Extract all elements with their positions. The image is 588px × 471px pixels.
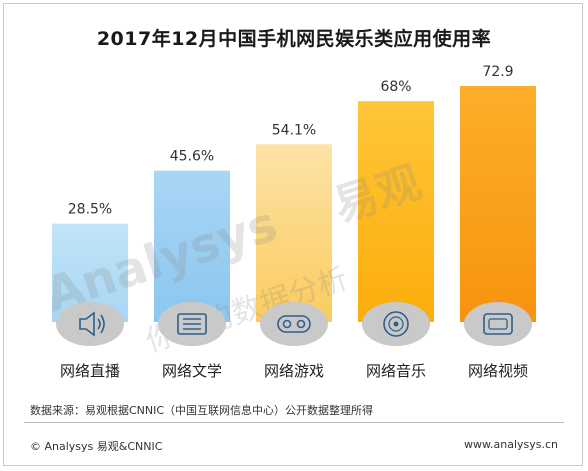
bar-3 <box>256 144 332 322</box>
gamepad-icon <box>260 302 328 346</box>
footer-divider <box>24 422 564 423</box>
tv-icon <box>464 302 532 346</box>
bar-4 <box>358 101 434 322</box>
website-url: www.analysys.cn <box>464 438 558 451</box>
data-label-3: 54.1% <box>272 122 316 138</box>
category-label-3: 网络游戏 <box>264 362 324 380</box>
bar-5 <box>460 86 536 322</box>
category-label-4: 网络音乐 <box>366 362 426 380</box>
data-label-2: 45.6% <box>170 149 214 165</box>
data-label-4: 68% <box>380 79 411 95</box>
data-source-note: 数据来源：易观根据CNNIC（中国互联网信息中心）公开数据整理所得 <box>30 404 374 417</box>
data-label-1: 28.5% <box>68 202 112 218</box>
category-label-1: 网络直播 <box>60 362 120 380</box>
speaker-icon <box>56 302 124 346</box>
copyright-text: © Analysys 易观&CNNIC <box>30 440 163 453</box>
category-label-5: 网络视频 <box>468 362 528 380</box>
bar-2 <box>154 170 230 322</box>
book-icon <box>158 302 226 346</box>
category-label-2: 网络文学 <box>162 362 222 380</box>
disc-icon <box>362 302 430 346</box>
chart-title: 2017年12月中国手机网民娱乐类应用使用率 <box>96 28 492 50</box>
data-label-5: 72.9 <box>482 64 513 80</box>
